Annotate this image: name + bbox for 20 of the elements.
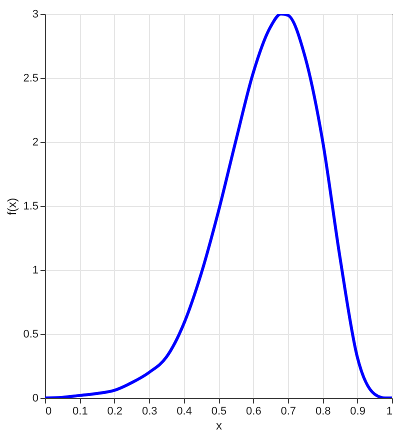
- y-tick-label: 2: [32, 136, 38, 148]
- y-tick-label: 0.5: [23, 328, 38, 340]
- y-tick-label: 2.5: [23, 72, 38, 84]
- x-tick-label: 0.7: [280, 406, 296, 418]
- x-tick-label: 0.3: [142, 406, 158, 418]
- x-tick-label: 0.9: [350, 406, 366, 418]
- x-tick-label: 0.1: [72, 406, 88, 418]
- y-axis-title: f(x): [5, 198, 20, 216]
- x-tick-label: 0.2: [107, 406, 123, 418]
- x-tick-label: 0.4: [176, 406, 192, 418]
- x-tick-label: 0: [46, 406, 52, 418]
- x-tick-label: 1: [386, 406, 392, 418]
- y-tick-label: 0: [32, 392, 38, 404]
- y-tick-label: 1.5: [23, 200, 38, 212]
- y-tick-label: 1: [32, 264, 38, 276]
- x-tick-label: 0.8: [315, 406, 331, 418]
- x-tick-label: 0.6: [246, 406, 262, 418]
- x-axis-title: x: [216, 418, 222, 432]
- y-tick-label: 3: [32, 8, 38, 20]
- x-tick-label: 0.5: [211, 406, 227, 418]
